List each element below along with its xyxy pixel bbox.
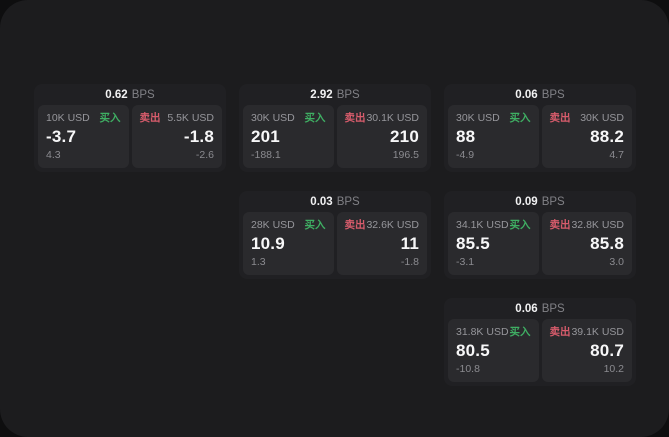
sell-delta: -1.8 — [400, 256, 419, 268]
bps-value: 2.92 — [310, 88, 333, 101]
sell-delta: 196.5 — [392, 149, 419, 161]
buy-price: 85.5 — [456, 234, 490, 253]
sell-price: 88.2 — [590, 127, 624, 146]
bps-header: 0.06 BPS — [444, 84, 636, 105]
sell-tile[interactable]: 卖出 30K USD 88.2 4.7 — [541, 105, 632, 168]
bps-value: 0.06 — [515, 302, 538, 315]
buy-amount: 10K USD — [46, 112, 90, 124]
quote-card: 0.03 BPS 28K USD 买入 10.9 1.3 卖出 32.6K US… — [239, 191, 431, 279]
bps-unit: BPS — [541, 195, 565, 208]
quote-card: 0.06 BPS 30K USD 买入 88 -4.9 卖出 30K USD — [444, 84, 636, 172]
buy-delta: 4.3 — [46, 149, 61, 161]
buy-delta: -3.1 — [456, 256, 475, 268]
sell-tile[interactable]: 卖出 5.5K USD -1.8 -2.6 — [131, 105, 222, 168]
sell-tile[interactable]: 卖出 39.1K USD 80.7 10.2 — [541, 319, 632, 382]
bps-header: 0.03 BPS — [239, 191, 431, 212]
buy-label: 买入 — [99, 112, 121, 124]
bps-header: 2.92 BPS — [239, 84, 431, 105]
bps-unit: BPS — [336, 88, 360, 101]
sell-label: 卖出 — [549, 112, 571, 124]
quote-card: 0.06 BPS 31.8K USD 买入 80.5 -10.8 卖出 39.1… — [444, 298, 636, 386]
buy-label: 买入 — [509, 112, 531, 124]
buy-price: 80.5 — [456, 341, 490, 360]
buy-tile[interactable]: 30K USD 买入 88 -4.9 — [448, 105, 539, 168]
buy-amount: 31.8K USD — [456, 326, 509, 338]
sell-amount: 30K USD — [580, 112, 624, 124]
buy-label: 买入 — [509, 219, 531, 231]
buy-label: 买入 — [304, 219, 326, 231]
sell-amount: 39.1K USD — [571, 326, 624, 338]
buy-delta: -188.1 — [251, 149, 281, 161]
buy-label: 买入 — [304, 112, 326, 124]
buy-tile[interactable]: 30K USD 买入 201 -188.1 — [243, 105, 334, 168]
sell-label: 卖出 — [344, 219, 366, 231]
bps-unit: BPS — [541, 302, 565, 315]
buy-amount: 28K USD — [251, 219, 295, 231]
sell-price: 80.7 — [590, 341, 624, 360]
sell-label: 卖出 — [549, 219, 571, 231]
sell-tile[interactable]: 卖出 32.8K USD 85.8 3.0 — [541, 212, 632, 275]
sell-delta: 10.2 — [603, 363, 624, 375]
buy-price: 88 — [456, 127, 476, 146]
quote-card: 0.62 BPS 10K USD 买入 -3.7 4.3 卖出 5.5K USD — [34, 84, 226, 172]
sell-price: -1.8 — [183, 127, 214, 146]
sell-label: 卖出 — [344, 112, 366, 124]
buy-price: -3.7 — [46, 127, 77, 146]
sell-amount: 5.5K USD — [167, 112, 214, 124]
buy-delta: -10.8 — [456, 363, 480, 375]
buy-amount: 30K USD — [251, 112, 295, 124]
sell-label: 卖出 — [549, 326, 571, 338]
buy-amount: 30K USD — [456, 112, 500, 124]
bps-unit: BPS — [541, 88, 565, 101]
buy-tile[interactable]: 34.1K USD 买入 85.5 -3.1 — [448, 212, 539, 275]
sell-price: 85.8 — [590, 234, 624, 253]
sell-amount: 30.1K USD — [366, 112, 419, 124]
sell-tile[interactable]: 卖出 30.1K USD 210 196.5 — [336, 105, 427, 168]
quote-card: 2.92 BPS 30K USD 买入 201 -188.1 卖出 30.1K … — [239, 84, 431, 172]
buy-label: 买入 — [509, 326, 531, 338]
buy-amount: 34.1K USD — [456, 219, 509, 231]
quote-card: 0.09 BPS 34.1K USD 买入 85.5 -3.1 卖出 32.8K… — [444, 191, 636, 279]
buy-delta: 1.3 — [251, 256, 266, 268]
bps-unit: BPS — [131, 88, 155, 101]
bps-value: 0.06 — [515, 88, 538, 101]
sell-tile[interactable]: 卖出 32.6K USD 11 -1.8 — [336, 212, 427, 275]
bps-header: 0.06 BPS — [444, 298, 636, 319]
bps-unit: BPS — [336, 195, 360, 208]
sell-delta: -2.6 — [195, 149, 214, 161]
sell-label: 卖出 — [139, 112, 161, 124]
buy-delta: -4.9 — [456, 149, 475, 161]
buy-tile[interactable]: 31.8K USD 买入 80.5 -10.8 — [448, 319, 539, 382]
bps-value: 0.09 — [515, 195, 538, 208]
sell-amount: 32.8K USD — [571, 219, 624, 231]
sell-delta: 4.7 — [609, 149, 624, 161]
sell-delta: 3.0 — [609, 256, 624, 268]
buy-tile[interactable]: 28K USD 买入 10.9 1.3 — [243, 212, 334, 275]
sell-amount: 32.6K USD — [366, 219, 419, 231]
sell-price: 11 — [400, 234, 419, 253]
buy-price: 201 — [251, 127, 280, 146]
buy-price: 10.9 — [251, 234, 285, 253]
bps-value: 0.03 — [310, 195, 333, 208]
bps-value: 0.62 — [105, 88, 128, 101]
bps-header: 0.09 BPS — [444, 191, 636, 212]
sell-price: 210 — [390, 127, 419, 146]
bps-header: 0.62 BPS — [34, 84, 226, 105]
buy-tile[interactable]: 10K USD 买入 -3.7 4.3 — [38, 105, 129, 168]
